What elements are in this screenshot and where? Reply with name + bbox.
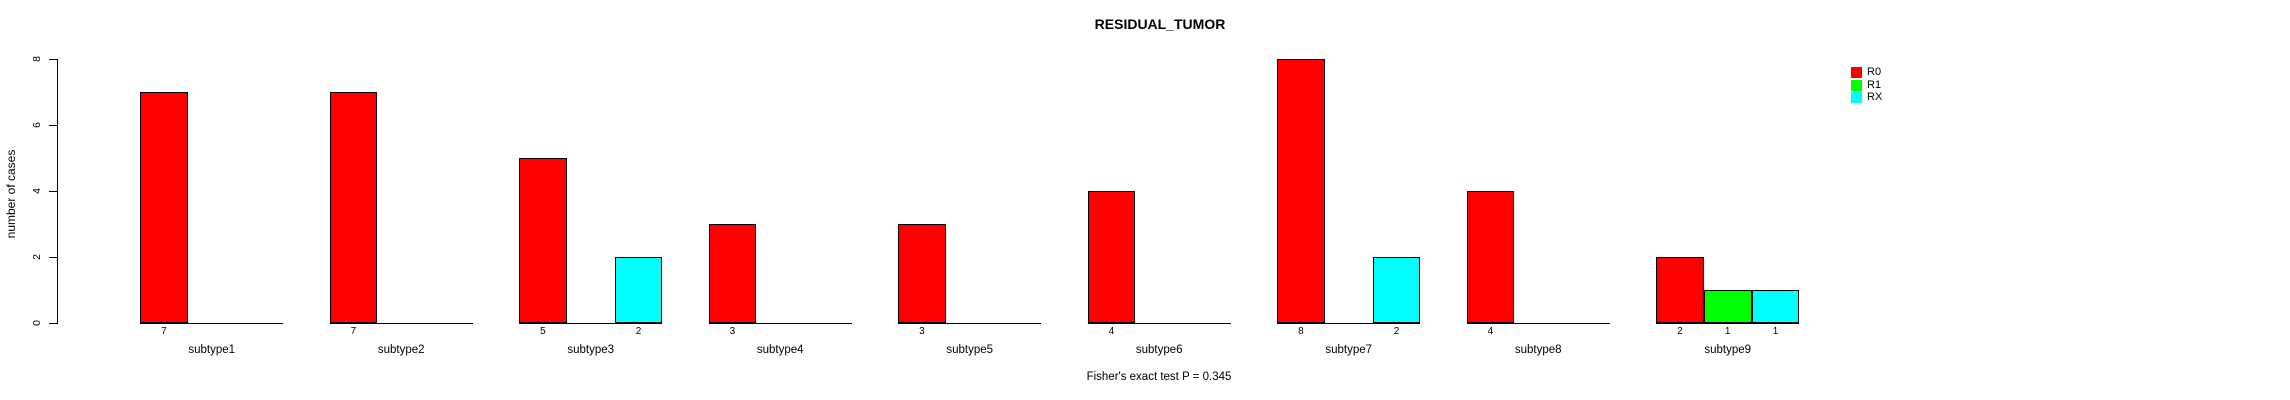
y-axis-tick xyxy=(49,59,57,60)
group-baseline xyxy=(1656,323,1800,324)
bar-value-label-subtype9-R0: 2 xyxy=(1677,326,1683,337)
category-label-subtype2: subtype2 xyxy=(377,344,425,356)
bar-subtype7-R0 xyxy=(1277,59,1325,323)
bar-value-label-subtype7-RX: 2 xyxy=(1393,326,1400,337)
category-label-subtype5: subtype5 xyxy=(946,344,994,356)
bar-subtype1-R0 xyxy=(140,92,188,323)
y-axis-tick-label: 8 xyxy=(31,56,43,62)
group-baseline xyxy=(1087,323,1231,324)
group-baseline xyxy=(1466,323,1610,324)
group-baseline xyxy=(898,323,1042,324)
legend-row-r1: R1 xyxy=(1851,79,1882,92)
bar-value-label-subtype3-RX: 2 xyxy=(635,326,642,337)
bar-subtype6-R0 xyxy=(1087,191,1136,323)
bar-value-label-subtype7-R0: 8 xyxy=(1298,326,1304,337)
group-baseline xyxy=(1277,323,1421,324)
bar-value-label-subtype2-R0: 7 xyxy=(350,326,357,337)
bar-subtype3-RX xyxy=(614,257,663,323)
y-axis-line xyxy=(57,59,58,324)
category-label-subtype6: subtype6 xyxy=(1135,344,1183,356)
bar-value-label-subtype1-R0: 7 xyxy=(161,326,167,337)
category-label-subtype3: subtype3 xyxy=(567,344,615,356)
bar-subtype9-RX xyxy=(1751,290,1800,323)
y-axis-title: number of cases xyxy=(4,149,18,239)
bar-value-label-subtype3-R0: 5 xyxy=(540,326,546,337)
legend-row-rx: RX xyxy=(1851,91,1882,104)
bar-value-label-subtype8-R0: 4 xyxy=(1487,326,1494,337)
category-label-subtype9: subtype9 xyxy=(1704,344,1752,356)
bar-subtype3-R0 xyxy=(519,158,567,323)
bar-subtype9-R0 xyxy=(1656,257,1704,323)
y-axis-tick xyxy=(49,191,57,192)
group-baseline xyxy=(519,323,663,324)
y-axis-tick xyxy=(49,323,57,324)
legend: R0 R1 RX xyxy=(1851,66,1882,104)
group-baseline xyxy=(329,323,473,324)
y-axis-tick-label: 2 xyxy=(31,254,43,260)
legend-label-r0: R0 xyxy=(1867,65,1882,78)
y-axis-tick xyxy=(49,125,57,126)
fisher-test-annotation: Fisher's exact test P = 0.345 xyxy=(1086,371,1232,383)
legend-swatch-rx xyxy=(1851,92,1862,104)
legend-row-r0: R0 xyxy=(1851,66,1882,79)
bar-subtype5-R0 xyxy=(898,224,946,323)
bar-value-label-subtype5-R0: 3 xyxy=(919,326,925,337)
legend-swatch-r0 xyxy=(1851,66,1862,78)
bar-subtype4-R0 xyxy=(708,224,757,323)
bar-value-label-subtype6-R0: 4 xyxy=(1108,326,1115,337)
legend-label-r1: R1 xyxy=(1867,78,1882,91)
category-label-subtype1: subtype1 xyxy=(188,344,236,356)
bar-subtype7-RX xyxy=(1372,257,1421,323)
legend-label-rx: RX xyxy=(1867,91,1883,104)
y-axis-tick xyxy=(49,257,57,258)
y-axis-tick-label: 6 xyxy=(31,122,43,128)
bar-value-label-subtype9-RX: 1 xyxy=(1772,326,1779,337)
category-label-subtype7: subtype7 xyxy=(1325,344,1373,356)
bar-subtype2-R0 xyxy=(329,92,378,323)
bar-subtype8-R0 xyxy=(1466,191,1515,323)
bar-value-label-subtype4-R0: 3 xyxy=(729,326,736,337)
legend-swatch-r1 xyxy=(1851,79,1862,91)
y-axis-tick-label: 0 xyxy=(31,320,43,326)
group-baseline xyxy=(708,323,852,324)
category-label-subtype4: subtype4 xyxy=(756,344,804,356)
bar-subtype9-R1 xyxy=(1703,290,1752,323)
chart-title: RESIDUAL_TUMOR xyxy=(1094,16,1226,32)
category-label-subtype8: subtype8 xyxy=(1514,344,1562,356)
group-baseline xyxy=(140,323,284,324)
y-axis-tick-label: 4 xyxy=(31,188,43,194)
bar-value-label-subtype9-R1: 1 xyxy=(1724,326,1731,337)
